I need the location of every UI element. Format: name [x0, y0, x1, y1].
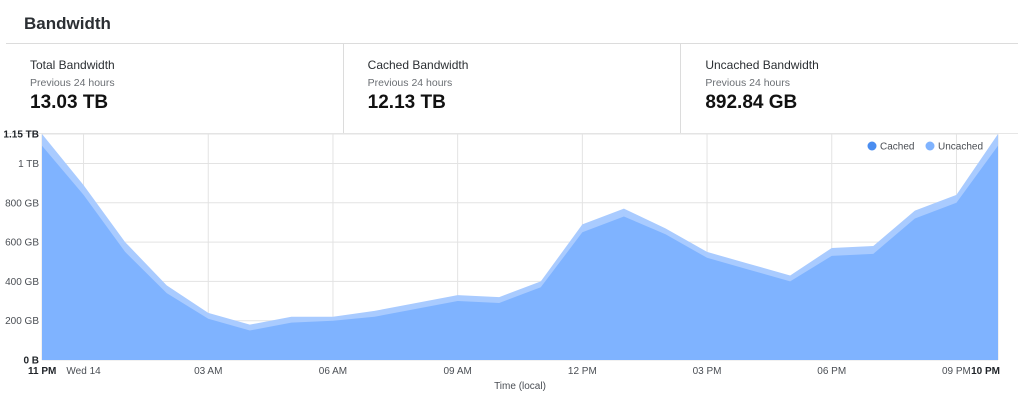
y-tick-label: 0 B: [23, 356, 39, 367]
stat-total-bandwidth: Total Bandwidth Previous 24 hours 13.03 …: [6, 44, 344, 133]
y-tick-label: 800 GB: [5, 198, 39, 209]
area-cached[interactable]: [42, 145, 998, 360]
stats-panel: Total Bandwidth Previous 24 hours 13.03 …: [6, 43, 1018, 134]
page-title: Bandwidth: [24, 14, 111, 33]
stat-label: Cached Bandwidth: [367, 58, 469, 72]
y-axis: 0 B 200 GB 400 GB 600 GB 800 GB 1 TB 1.15 TB: [3, 130, 39, 367]
stat-period: Previous 24 hours: [30, 77, 115, 89]
chart-legend[interactable]: Cached Uncached: [867, 141, 984, 153]
legend-dot-uncached: [925, 141, 935, 151]
x-tick-label: 10 PM: [971, 366, 1000, 377]
y-tick-label: 1.15 TB: [3, 130, 39, 141]
x-tick-label: 06 AM: [319, 366, 347, 377]
x-tick-label: 09 PM: [942, 366, 971, 377]
x-axis: 11 PM Wed 14 03 AM 06 AM 09 AM 12 PM 03 PM 06 P…: [28, 366, 1000, 377]
x-tick-label: 06 PM: [817, 366, 846, 377]
chart-areas[interactable]: [42, 134, 998, 360]
x-tick-label: Wed 14: [66, 366, 101, 377]
x-tick-label: 11 PM: [28, 366, 56, 377]
stat-label: Uncached Bandwidth: [705, 58, 819, 72]
x-tick-label: 12 PM: [568, 366, 597, 377]
stat-cached-bandwidth: Cached Bandwidth Previous 24 hours 12.13…: [344, 44, 682, 133]
stat-value: 12.13 TB: [367, 92, 446, 113]
stat-value: 892.84 GB: [705, 92, 798, 113]
x-tick-label: 03 AM: [194, 366, 222, 377]
legend-dot-cached: [867, 141, 877, 151]
stat-uncached-bandwidth: Uncached Bandwidth Previous 24 hours 892…: [681, 44, 1018, 133]
legend-label-cached[interactable]: Cached: [880, 142, 914, 153]
x-tick-label: 03 PM: [693, 366, 722, 377]
y-tick-label: 1 TB: [18, 159, 39, 170]
bandwidth-area-chart[interactable]: 0 B 200 GB 400 GB 600 GB 800 GB 1 TB 1.15 TB 1…: [0, 128, 1024, 411]
stat-value: 13.03 TB: [30, 92, 109, 113]
y-tick-label: 600 GB: [5, 238, 39, 249]
y-tick-label: 400 GB: [5, 277, 39, 288]
y-tick-label: 200 GB: [5, 316, 39, 327]
x-tick-label: 09 AM: [443, 366, 471, 377]
x-axis-title: Time (local): [494, 381, 546, 392]
stat-period: Previous 24 hours: [705, 77, 790, 89]
stat-period: Previous 24 hours: [367, 77, 453, 89]
stat-label: Total Bandwidth: [30, 58, 115, 72]
legend-label-uncached[interactable]: Uncached: [938, 142, 983, 153]
